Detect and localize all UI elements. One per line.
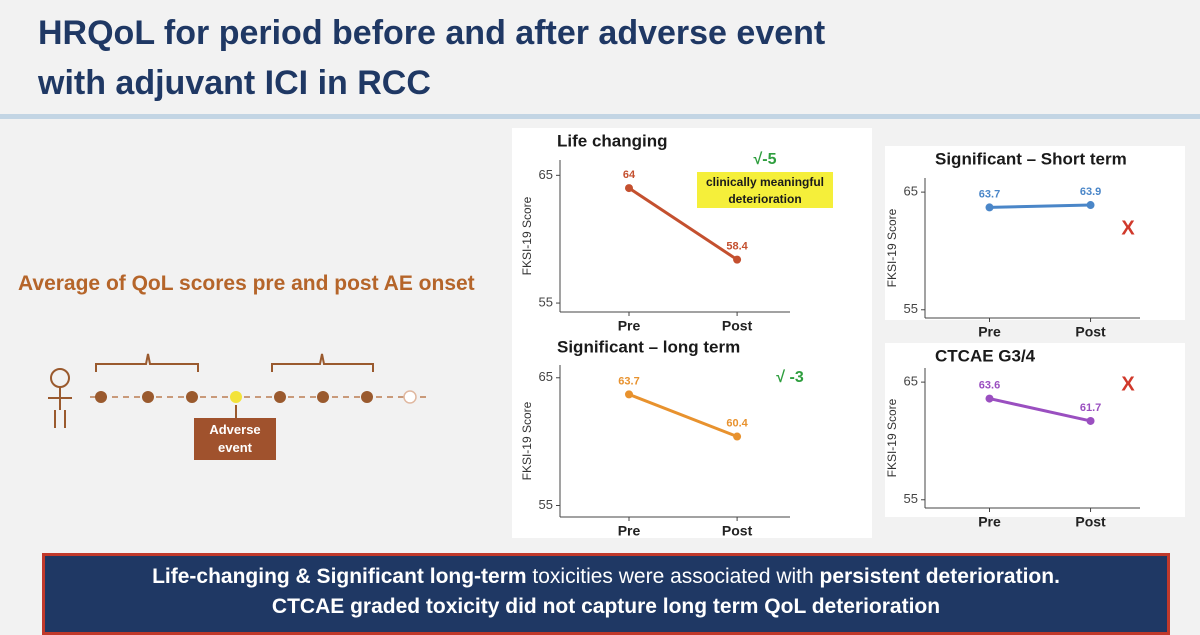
footer-text: Life-changing & Significant long-term xyxy=(152,565,527,588)
annotation: X xyxy=(1121,373,1135,395)
annotation: deterioration xyxy=(728,192,801,206)
x-tick-label: Post xyxy=(722,318,753,334)
x-tick-label: Post xyxy=(1075,324,1106,340)
footer-line: Life-changing & Significant long-term to… xyxy=(45,562,1167,592)
x-tick-label: Pre xyxy=(978,514,1001,530)
point xyxy=(733,255,742,264)
brace xyxy=(95,353,199,372)
point xyxy=(625,390,633,399)
dot xyxy=(274,391,286,403)
annotation: √-5 xyxy=(753,151,776,168)
left-heading: Average of QoL scores pre and post AE on… xyxy=(18,272,475,295)
data-label: 58.4 xyxy=(726,241,748,253)
y-tick-label: 65 xyxy=(539,167,553,182)
point xyxy=(625,184,633,193)
series-line xyxy=(628,392,738,438)
title-line: HRQoL for period before and after advers… xyxy=(38,14,826,52)
title-rule xyxy=(0,114,1200,119)
x-tick-label: Post xyxy=(722,523,753,539)
data-label: 63.7 xyxy=(979,188,1000,200)
dot xyxy=(403,390,417,404)
y-tick-label: 65 xyxy=(539,369,553,384)
footer: Life-changing & Significant long-term to… xyxy=(42,553,1170,635)
footer-text: persistent deterioration. xyxy=(819,565,1060,588)
chart-panel xyxy=(885,146,1185,320)
point xyxy=(985,394,994,403)
dot xyxy=(142,391,154,403)
x-tick-label: Pre xyxy=(618,318,641,334)
y-axis-label: FKSI-19 Score xyxy=(520,401,534,480)
slide-title: HRQoL for period before and after advers… xyxy=(38,8,825,108)
annotation: clinically meaningful xyxy=(706,175,824,189)
point xyxy=(1086,416,1095,425)
annotation: X xyxy=(1121,217,1135,239)
data-label: 64 xyxy=(623,169,636,181)
event-box xyxy=(194,418,276,460)
y-tick-label: 55 xyxy=(904,491,918,506)
data-label: 60.4 xyxy=(726,417,748,429)
chart-panel xyxy=(885,343,1185,517)
chart-title: Life changing xyxy=(557,131,668,150)
event-dot xyxy=(230,391,242,403)
person-body xyxy=(48,387,72,428)
annotation: √ -3 xyxy=(776,369,804,386)
chart-title: Significant – long term xyxy=(557,337,740,356)
x-tick-label: Post xyxy=(1075,514,1106,530)
dot xyxy=(95,391,107,403)
chart-title: CTCAE G3/4 xyxy=(935,346,1036,365)
data-label: 63.7 xyxy=(618,375,639,387)
y-tick-label: 55 xyxy=(539,294,553,309)
point xyxy=(733,432,742,441)
y-tick-label: 65 xyxy=(904,184,918,199)
title-line: with adjuvant ICI in RCC xyxy=(38,64,431,102)
chart-title: Significant – Short term xyxy=(935,149,1127,168)
y-axis-label: FKSI-19 Score xyxy=(885,398,899,477)
dot xyxy=(317,391,329,403)
dot xyxy=(361,391,373,403)
y-tick-label: 55 xyxy=(539,497,553,512)
point xyxy=(985,203,994,212)
person-head xyxy=(50,368,70,388)
timeline xyxy=(48,353,430,428)
brace xyxy=(271,353,374,372)
data-label: 61.7 xyxy=(1080,402,1101,414)
annotation-bg xyxy=(697,172,833,208)
timeline-dots xyxy=(95,390,417,404)
chart-panel xyxy=(512,128,872,340)
data-label: 63.6 xyxy=(979,379,1000,391)
series-line xyxy=(989,397,1091,423)
x-tick-label: Pre xyxy=(618,523,641,539)
series-line xyxy=(989,203,1091,209)
y-axis-label: FKSI-19 Score xyxy=(885,208,899,287)
data-label: 63.9 xyxy=(1080,186,1101,198)
dot xyxy=(186,391,198,403)
y-tick-label: 65 xyxy=(904,374,918,389)
y-tick-label: 55 xyxy=(904,301,918,316)
y-axis-label: FKSI-19 Score xyxy=(520,196,534,275)
footer-text: toxicities were associated with xyxy=(526,565,820,588)
chart-panel xyxy=(512,338,872,538)
footer-line: CTCAE graded toxicity did not capture lo… xyxy=(271,595,941,618)
event-box-text: Adverse event xyxy=(209,422,261,455)
point xyxy=(1086,201,1095,210)
event-label: Adverse event xyxy=(209,422,261,455)
x-tick-label: Pre xyxy=(978,324,1001,340)
series-line xyxy=(628,186,738,261)
